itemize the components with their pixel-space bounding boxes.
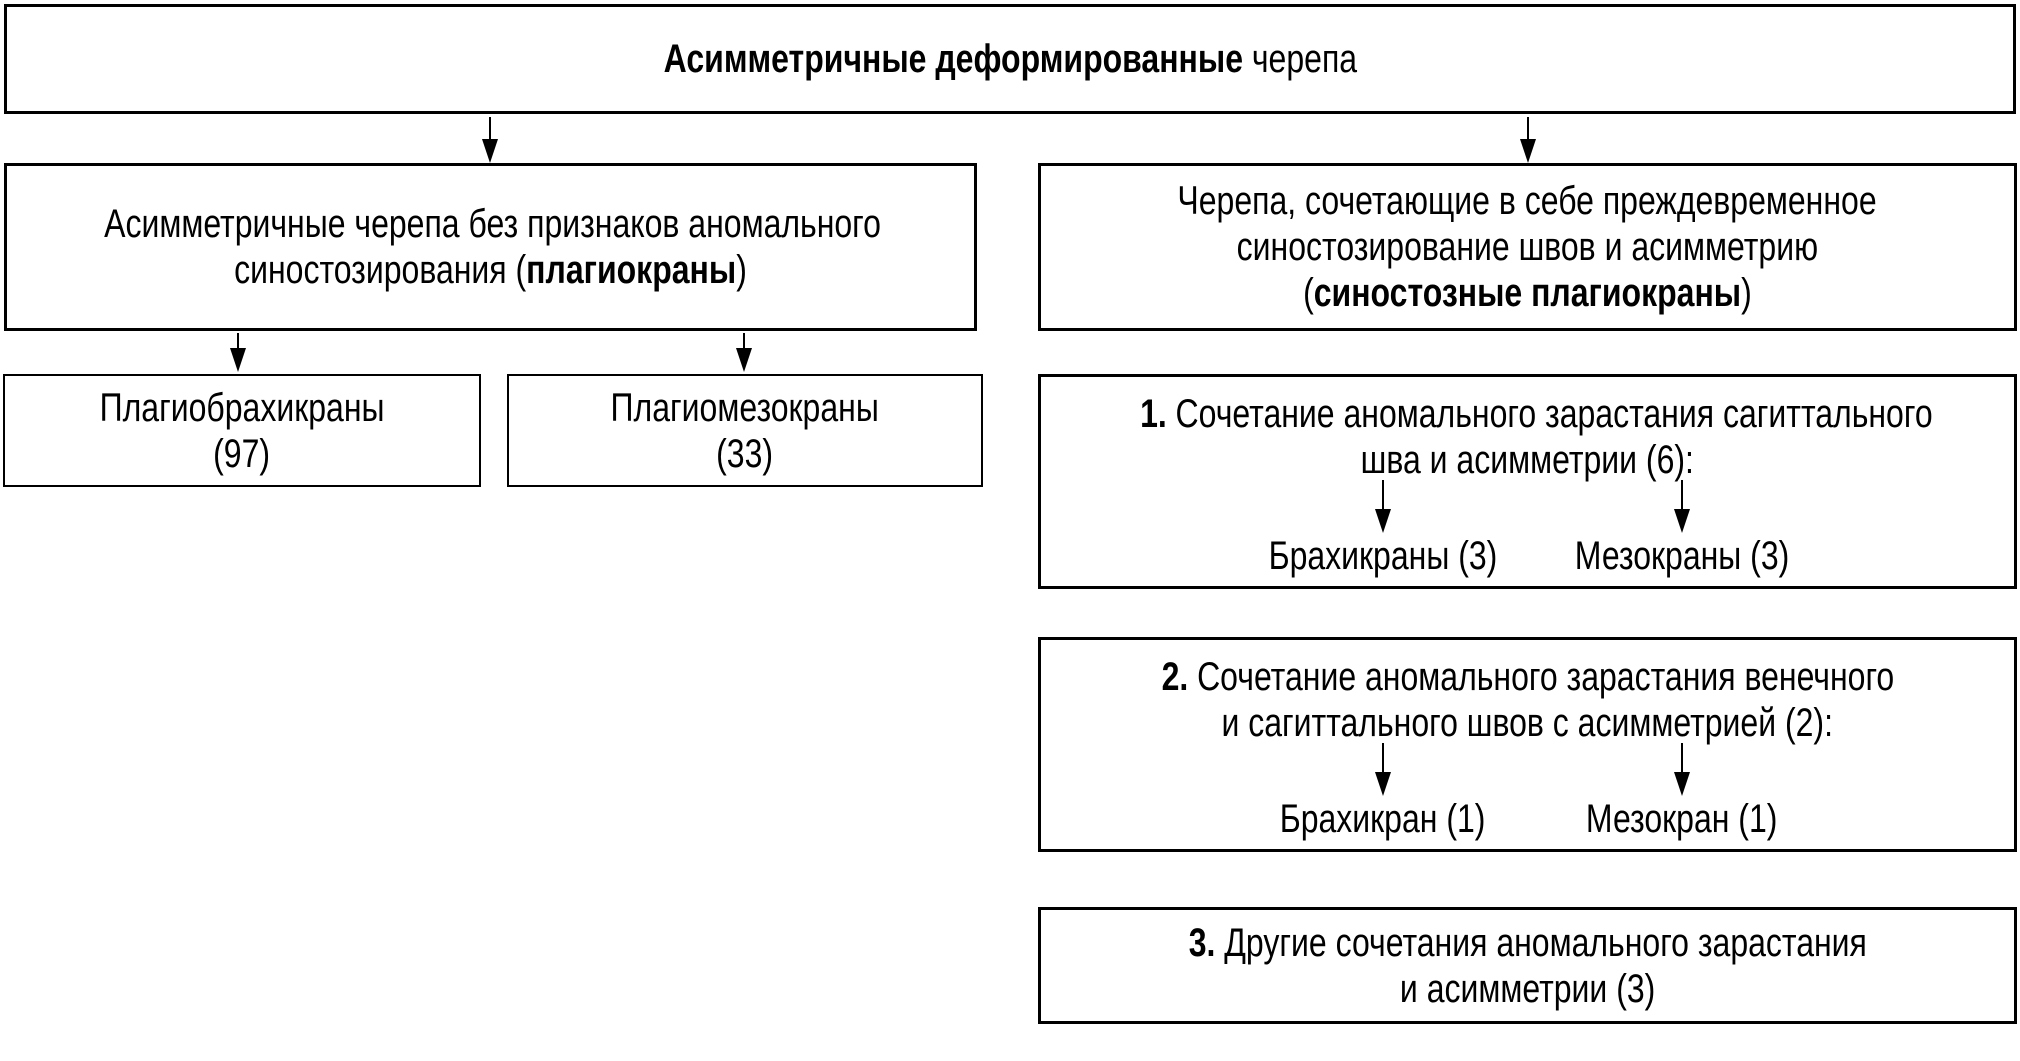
arrow-head-icon <box>1674 772 1690 796</box>
group-2-leaf-mesocran: Мезокран (1) <box>1586 797 1778 841</box>
plagiocrany-line2-post: ) <box>736 248 747 292</box>
arrow-stem <box>489 117 491 139</box>
arrow-head-icon <box>736 348 752 372</box>
arrow-head-icon <box>482 139 498 163</box>
group-3-text1: Другие сочетания аномального зарастания <box>1223 920 1867 965</box>
arrow-stem <box>743 333 745 348</box>
synostotic-line2: синостозирование швов и асимметрию <box>1236 225 1819 269</box>
arrow-group-1-to-brachycrany <box>1375 480 1391 533</box>
arrow-root-to-synostotic <box>1520 117 1536 163</box>
plagiobrachycrany-count: (97) <box>213 431 271 476</box>
arrow-plagiocrany-to-plagiobrachycrany <box>230 333 246 372</box>
group-1-text1: Сочетание аномального зарастания сагитта… <box>1175 392 1933 436</box>
arrow-stem <box>237 333 239 348</box>
group-1-leaf-mesocrany: Мезокраны (3) <box>1574 534 1790 578</box>
root-title: Асимметричные деформированные черепа <box>7 36 2013 82</box>
synostotic-line1: Черепа, сочетающие в себе преждевременно… <box>1177 179 1878 223</box>
plagiomesocrany-box: Плагиомезокраны (33) <box>507 374 983 487</box>
group-1-line2: шва и асимметрии (6): <box>1360 438 1695 482</box>
plagiomesocrany-name: Плагиомезокраны <box>610 385 880 430</box>
arrow-stem <box>1382 743 1384 772</box>
synostotic-line3-pre: ( <box>1303 271 1314 315</box>
arrow-head-icon <box>1674 509 1690 533</box>
group-1-line1: 1. Сочетание аномального зарастания сагит… <box>1041 391 2014 437</box>
group-1-box: 1. Сочетание аномального зарастания сагит… <box>1038 374 2017 589</box>
synostotic-line3-bold: синостозные плагиокраны <box>1313 271 1742 315</box>
plagiocrany-line2-pre: синостозирования ( <box>234 248 527 292</box>
plagiocrany-box: Асимметричные черепа без признаков анома… <box>4 163 977 331</box>
arrow-stem <box>1681 480 1683 509</box>
arrow-plagiocrany-to-plagiomesocrany <box>736 333 752 372</box>
arrow-group-2-to-mesocran <box>1674 743 1690 796</box>
arrow-group-1-to-mesocrany <box>1674 480 1690 533</box>
plagiocrany-line2-bold: плагиокраны <box>526 248 737 292</box>
synostotic-line3-post: ) <box>1741 271 1752 315</box>
group-3-number: 3. <box>1188 920 1216 965</box>
arrow-root-to-plagiocrany <box>482 117 498 163</box>
group-2-text1: Сочетание аномального зарастания венечно… <box>1196 655 1894 699</box>
group-1-number: 1. <box>1140 392 1167 436</box>
plagiomesocrany-count: (33) <box>716 431 774 476</box>
arrow-head-icon <box>1375 772 1391 796</box>
root-title-regular: черепа <box>1242 37 1357 81</box>
arrow-group-2-to-brachycran <box>1375 743 1391 796</box>
synostotic-line3: (синостозные плагиокраны) <box>1041 270 2014 316</box>
group-3-box: 3. Другие сочетания аномального зарастани… <box>1038 907 2017 1024</box>
arrow-head-icon <box>230 348 246 372</box>
group-3-line2: и асимметрии (3) <box>1399 966 1656 1011</box>
arrow-stem <box>1527 117 1529 139</box>
root-box: Асимметричные деформированные черепа <box>4 4 2016 114</box>
plagiobrachycrany-box: Плагиобрахикраны (97) <box>3 374 481 487</box>
group-2-box: 2. Сочетание аномального зарастания венеч… <box>1038 637 2017 852</box>
plagiocrany-line1: Асимметричные черепа без признаков анома… <box>104 202 881 246</box>
arrow-head-icon <box>1375 509 1391 533</box>
arrow-stem <box>1681 743 1683 772</box>
group-2-leaf-brachycran: Брахикран (1) <box>1280 797 1486 841</box>
plagiobrachycrany-name: Плагиобрахикраны <box>99 385 385 430</box>
arrow-stem <box>1382 480 1384 509</box>
root-title-bold: Асимметричные деформированные <box>663 37 1243 81</box>
group-2-number: 2. <box>1161 655 1188 699</box>
arrow-head-icon <box>1520 139 1536 163</box>
group-1-leaf-brachycrany: Брахикраны (3) <box>1268 534 1498 578</box>
plagiocrany-line2: синостозирования (плагиокраны) <box>7 247 974 293</box>
group-2-line1: 2. Сочетание аномального зарастания венеч… <box>1041 654 2014 700</box>
group-2-line2: и сагиттального швов с асимметрией (2): <box>1221 701 1834 745</box>
synostotic-box: Черепа, сочетающие в себе преждевременно… <box>1038 163 2017 331</box>
group-3-line1: 3. Другие сочетания аномального зарастани… <box>1041 920 2014 966</box>
